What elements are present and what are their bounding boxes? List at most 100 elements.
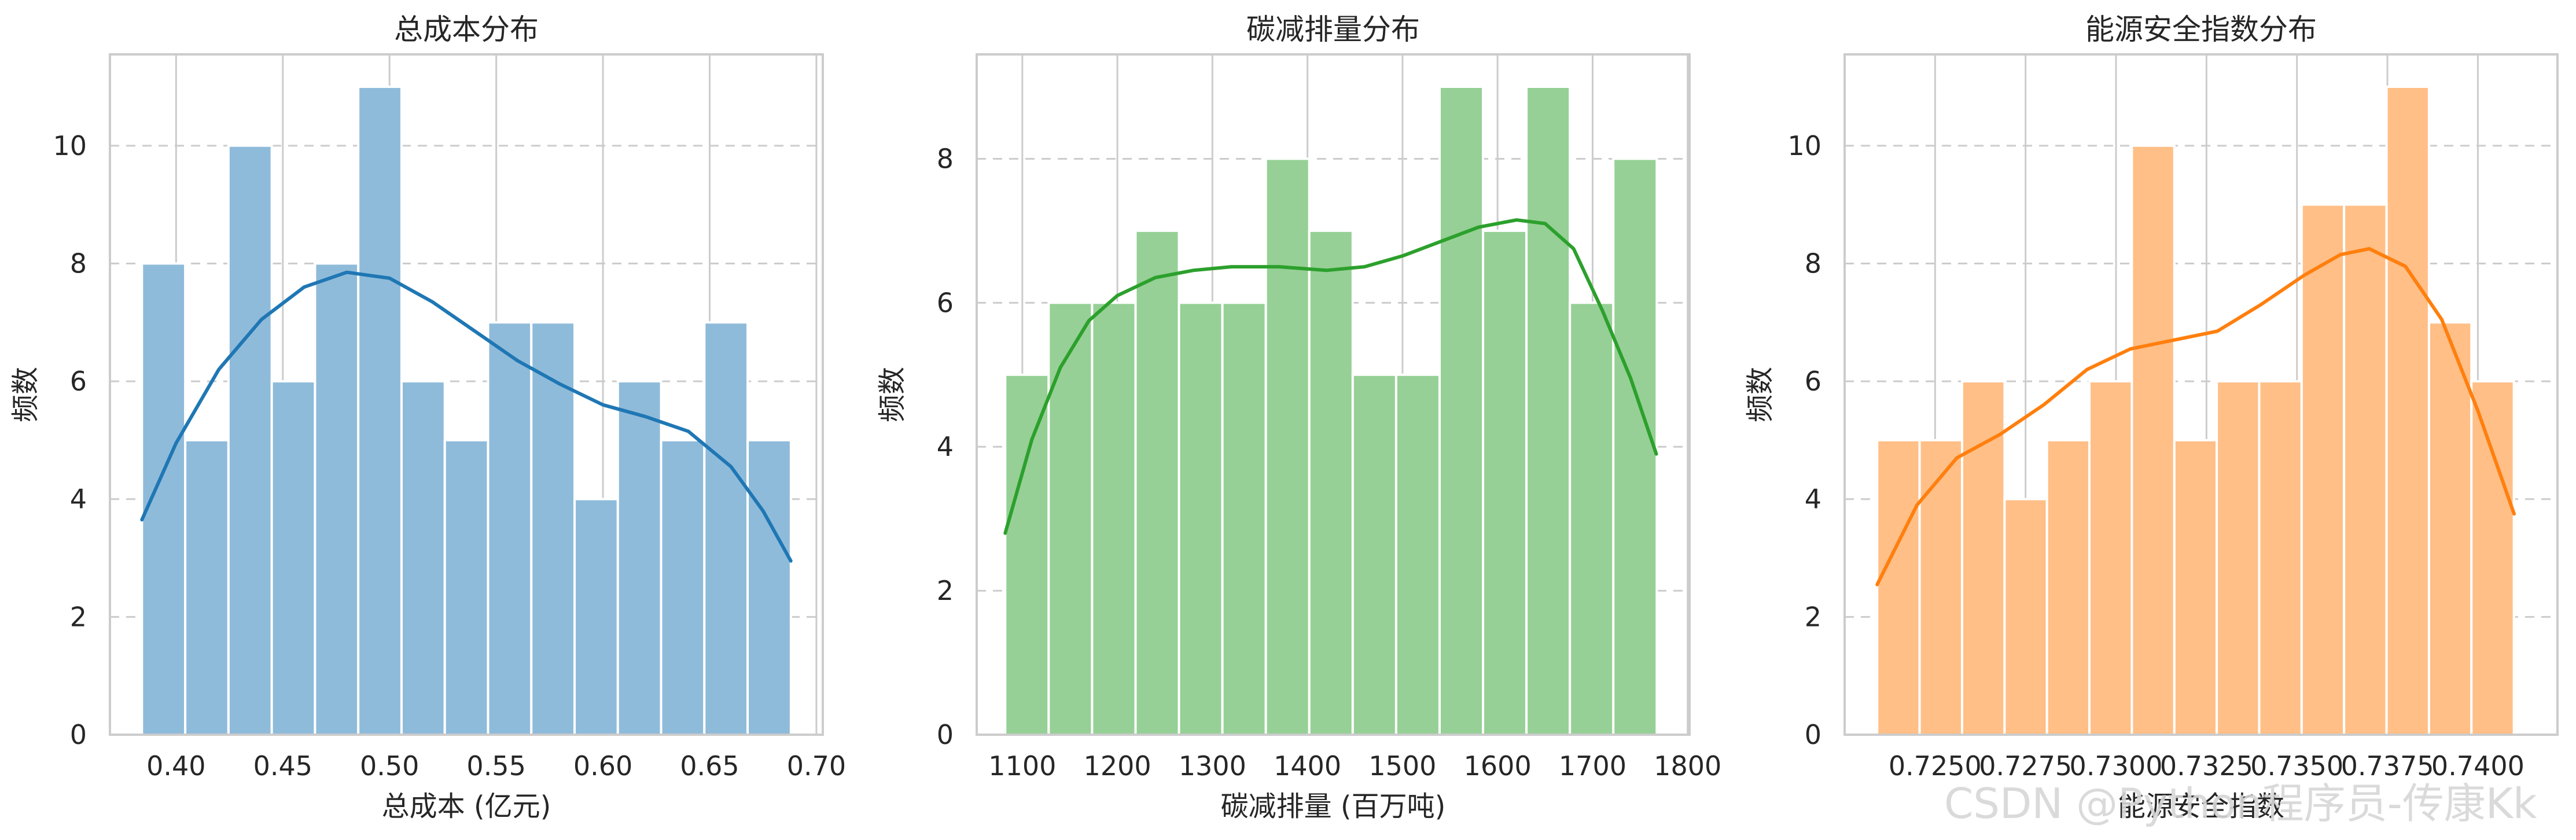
plot-frame xyxy=(976,53,1691,736)
y-axis-label: 频数 xyxy=(9,367,42,422)
histogram-bar xyxy=(1004,373,1050,736)
x-tick-label: 0.70 xyxy=(787,750,846,782)
y-tick-label: 8 xyxy=(1805,248,1821,279)
histogram-bar xyxy=(2130,144,2176,736)
histogram-bar xyxy=(660,439,706,736)
x-tick-label: 1400 xyxy=(1274,750,1341,782)
histogram-bar xyxy=(2088,380,2133,736)
kde-line xyxy=(1003,218,1658,535)
y-axis-label: 频数 xyxy=(1744,367,1776,422)
y-tick-label: 0 xyxy=(937,719,954,750)
histogram-bar xyxy=(2427,321,2473,736)
histogram-bar xyxy=(2003,498,2048,736)
histogram-bar xyxy=(1918,439,1963,736)
chart-title: 总成本分布 xyxy=(394,13,539,46)
x-tick-label: 1300 xyxy=(1179,750,1246,782)
histogram-bar xyxy=(2385,86,2430,736)
histogram-bar xyxy=(1091,301,1137,736)
y-tick-label: 8 xyxy=(937,143,954,174)
y-tick-label: 6 xyxy=(70,366,87,397)
histogram-bar xyxy=(314,262,360,736)
kde-line xyxy=(1875,247,2516,587)
histogram-bar xyxy=(487,321,533,736)
chart-title: 能源安全指数分布 xyxy=(2085,13,2317,46)
histogram-bar xyxy=(1221,301,1267,736)
histogram-bar xyxy=(357,86,403,736)
y-tick-label: 8 xyxy=(70,248,87,279)
histogram-bar xyxy=(1438,86,1485,736)
chart-panel-2: 1100 1200 1300 1400 1500 1600 1700 1800 0 2 4 6 8 碳减排… xyxy=(876,13,1721,823)
histogram-bar xyxy=(573,498,619,736)
histogram-bar xyxy=(1177,301,1224,736)
x-tick-label: 0.45 xyxy=(253,750,312,782)
y-tick-label: 6 xyxy=(1805,366,1821,397)
x-tick-label: 0.7400 xyxy=(2431,750,2525,782)
y-axis-label: 频数 xyxy=(876,367,908,422)
histogram-bar xyxy=(2045,439,2091,736)
histogram-bar xyxy=(2173,439,2218,736)
x-tick-label: 0.7375 xyxy=(2341,750,2434,782)
histogram-bar xyxy=(1482,229,1528,736)
x-tick-label: 0.7300 xyxy=(2070,750,2163,782)
x-tick-label: 0.7350 xyxy=(2250,750,2343,782)
histogram-bar xyxy=(227,144,273,736)
x-tick-label: 0.40 xyxy=(146,750,205,782)
watermark: CSDN @Python程序员-传康Kk xyxy=(1944,779,2537,828)
y-tick-label: 4 xyxy=(937,431,954,462)
x-tick-label: 0.7250 xyxy=(1889,750,1982,782)
histogram-bar xyxy=(1394,373,1441,736)
histogram-bar xyxy=(400,380,446,736)
x-axis-label: 能源安全指数 xyxy=(2118,790,2284,823)
histogram-bar xyxy=(616,380,663,736)
y-tick-label: 2 xyxy=(70,601,87,632)
x-tick-label: 0.60 xyxy=(573,750,632,782)
histogram-bar xyxy=(443,439,490,736)
x-tick-label: 0.7325 xyxy=(2160,750,2253,782)
histogram-bar xyxy=(703,321,749,736)
x-tick-label: 0.55 xyxy=(466,750,525,782)
x-tick-label: 1100 xyxy=(988,750,1056,782)
histogram-bar xyxy=(270,380,317,736)
histogram-bar xyxy=(1264,157,1311,736)
histogram-bar xyxy=(1960,380,2006,736)
y-tick-label: 4 xyxy=(1805,484,1821,515)
histogram-bar xyxy=(2216,380,2261,736)
chart-panel-1: 0.40 0.45 0.50 0.55 0.60 0.65 0.70 0 2 4 6 8 10 总成本分布… xyxy=(9,13,846,823)
x-axis-label: 总成本 (亿元) xyxy=(382,790,551,823)
histogram-bar xyxy=(2258,380,2303,736)
y-tick-label: 10 xyxy=(1787,130,1821,161)
y-tick-label: 0 xyxy=(1805,719,1821,750)
plot-frame xyxy=(109,53,824,736)
kde-line xyxy=(140,270,793,563)
histogram-bar xyxy=(1525,86,1572,736)
chart-panel-3: 0.72500.72750.73000.73250.73500.73750.74… xyxy=(1744,13,2559,823)
histogram-bar xyxy=(141,262,187,736)
x-tick-label: 0.65 xyxy=(680,750,739,782)
histogram-bar xyxy=(1308,229,1354,736)
x-tick-label: 1800 xyxy=(1654,750,1721,782)
y-tick-label: 2 xyxy=(1805,601,1821,632)
histogram-bar xyxy=(1612,157,1658,736)
y-tick-label: 10 xyxy=(53,130,87,161)
histogram-bar xyxy=(746,439,792,736)
plot-frame xyxy=(1843,53,2559,736)
histogram-bar xyxy=(1134,229,1180,736)
x-axis-label: 碳减排量 (百万吨) xyxy=(1221,790,1446,823)
y-tick-label: 0 xyxy=(70,719,87,750)
histogram-bar xyxy=(1351,373,1397,736)
y-tick-label: 6 xyxy=(937,287,954,318)
x-tick-label: 1600 xyxy=(1464,750,1532,782)
y-tick-label: 4 xyxy=(70,484,87,515)
histogram-bar xyxy=(2470,380,2515,736)
histogram-bar xyxy=(1876,439,1921,736)
y-tick-label: 2 xyxy=(937,575,954,606)
x-tick-label: 1200 xyxy=(1084,750,1151,782)
x-tick-label: 0.7275 xyxy=(1979,750,2072,782)
histogram-bar xyxy=(1569,301,1615,736)
histogram-bar xyxy=(2300,203,2346,736)
chart-title: 碳减排量分布 xyxy=(1246,13,1420,46)
x-tick-label: 1500 xyxy=(1368,750,1436,782)
histogram-bar xyxy=(530,321,576,736)
histogram-bar xyxy=(184,439,230,736)
